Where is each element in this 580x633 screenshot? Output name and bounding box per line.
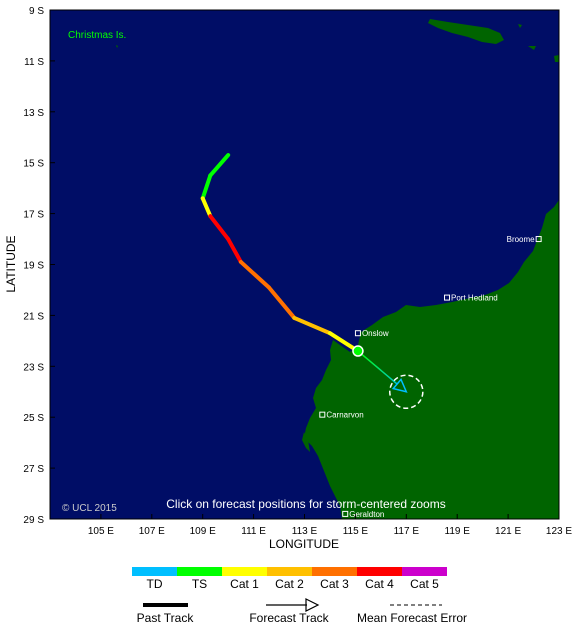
x-tick-label: 115 E xyxy=(343,526,369,537)
category-legend: TD TS Cat 1 Cat 2 Cat 3 Cat 4 Cat 5 xyxy=(132,567,447,591)
city-label: Geraldton xyxy=(349,510,384,519)
x-tick-label: 113 E xyxy=(292,526,318,537)
legend-swatch xyxy=(357,567,402,576)
city-label: Carnarvon xyxy=(326,411,363,420)
y-axis-ticks: 9 S 11 S 13 S 15 S 17 S 19 S 21 S 23 S 25 S 27 S 2… xyxy=(23,6,55,526)
city-marker xyxy=(444,294,451,301)
x-tick-label: 117 E xyxy=(394,526,420,537)
legend-category-label: Cat 5 xyxy=(410,577,439,591)
past-track-legend-label: Past Track xyxy=(137,611,195,625)
legend-category-label: Cat 1 xyxy=(230,577,259,591)
y-tick-label: 11 S xyxy=(24,57,44,68)
city-marker xyxy=(535,236,542,243)
y-axis-title: LATITUDE xyxy=(4,235,18,292)
x-tick-label: 111 E xyxy=(241,526,266,537)
legend-swatch xyxy=(177,567,222,576)
past-track-segment xyxy=(238,259,271,290)
city-label: Onslow xyxy=(362,329,389,338)
legend-category-label: Cat 3 xyxy=(320,577,349,591)
past-track-segment xyxy=(208,153,231,178)
small-island-1 xyxy=(528,46,536,50)
y-tick-label: 23 S xyxy=(23,362,44,373)
legend-swatch xyxy=(312,567,357,576)
y-tick-label: 21 S xyxy=(23,311,44,322)
forecast-error-circle[interactable] xyxy=(389,374,424,410)
city-marker xyxy=(342,510,349,517)
past-track-segment xyxy=(266,285,297,320)
y-tick-label: 9 S xyxy=(29,6,44,17)
y-tick-label: 29 S xyxy=(23,515,44,526)
y-tick-label: 19 S xyxy=(23,261,44,272)
legend-swatch xyxy=(222,567,267,576)
x-tick-label: 109 E xyxy=(190,526,216,537)
y-tick-label: 27 S xyxy=(23,464,44,475)
legend-swatch xyxy=(267,567,312,576)
christmas-island xyxy=(116,45,118,48)
click-instruction: Click on forecast positions for storm-ce… xyxy=(166,497,445,511)
small-island-2 xyxy=(554,55,559,62)
y-tick-label: 15 S xyxy=(23,159,44,170)
forecast-track-line xyxy=(352,345,424,410)
past-track-segment xyxy=(200,196,213,219)
x-tick-label: 105 E xyxy=(88,526,114,537)
java-sumbawa-islands xyxy=(428,19,504,44)
past-track-line xyxy=(200,153,360,354)
shark-bay-peninsula xyxy=(314,430,326,452)
city-marker xyxy=(319,411,326,418)
copyright-label: © UCL 2015 xyxy=(62,503,117,514)
australia-landmass xyxy=(304,200,559,519)
past-track-segment xyxy=(226,237,243,264)
legend-category-label: TS xyxy=(192,577,207,591)
past-track-segment xyxy=(208,214,231,242)
x-tick-label: 119 E xyxy=(445,526,471,537)
past-track-segment xyxy=(200,173,213,201)
legend-category-label: TD xyxy=(147,577,163,591)
city-label: Broome xyxy=(507,235,536,244)
x-axis-title: LONGITUDE xyxy=(269,537,339,551)
y-tick-label: 25 S xyxy=(23,413,44,424)
x-axis-ticks: 105 E 107 E 109 E 111 E 113 E 115 E 117 E 119 E… xyxy=(88,514,572,537)
y-tick-label: 13 S xyxy=(23,108,44,119)
forecast-arrowhead xyxy=(391,378,408,393)
x-tick-label: 123 E xyxy=(546,526,572,537)
city-label: Port Hedland xyxy=(451,294,498,303)
legend-swatch xyxy=(402,567,447,576)
mean-error-legend-label: Mean Forecast Error xyxy=(357,611,467,625)
x-tick-label: 107 E xyxy=(139,526,165,537)
dirk-hartog-island xyxy=(302,432,310,452)
region-label-christmas-island: Christmas Is. xyxy=(68,30,126,41)
city-marker xyxy=(354,330,361,337)
city-markers: Broome Port Hedland Onslow Carnarvon Geraldt… xyxy=(319,235,542,519)
current-position-marker[interactable] xyxy=(352,345,364,357)
y-tick-label: 17 S xyxy=(23,210,44,221)
past-track-segment xyxy=(292,315,332,336)
forecast-track-segment xyxy=(357,350,398,385)
forecast-track-legend-label: Forecast Track xyxy=(249,611,329,625)
legend-category-label: Cat 2 xyxy=(275,577,304,591)
legend-category-label: Cat 4 xyxy=(365,577,394,591)
x-tick-label: 121 E xyxy=(495,526,521,537)
forecast-track-legend-arrow xyxy=(305,598,320,612)
small-island-3 xyxy=(518,24,522,28)
legend-swatch xyxy=(132,567,177,576)
